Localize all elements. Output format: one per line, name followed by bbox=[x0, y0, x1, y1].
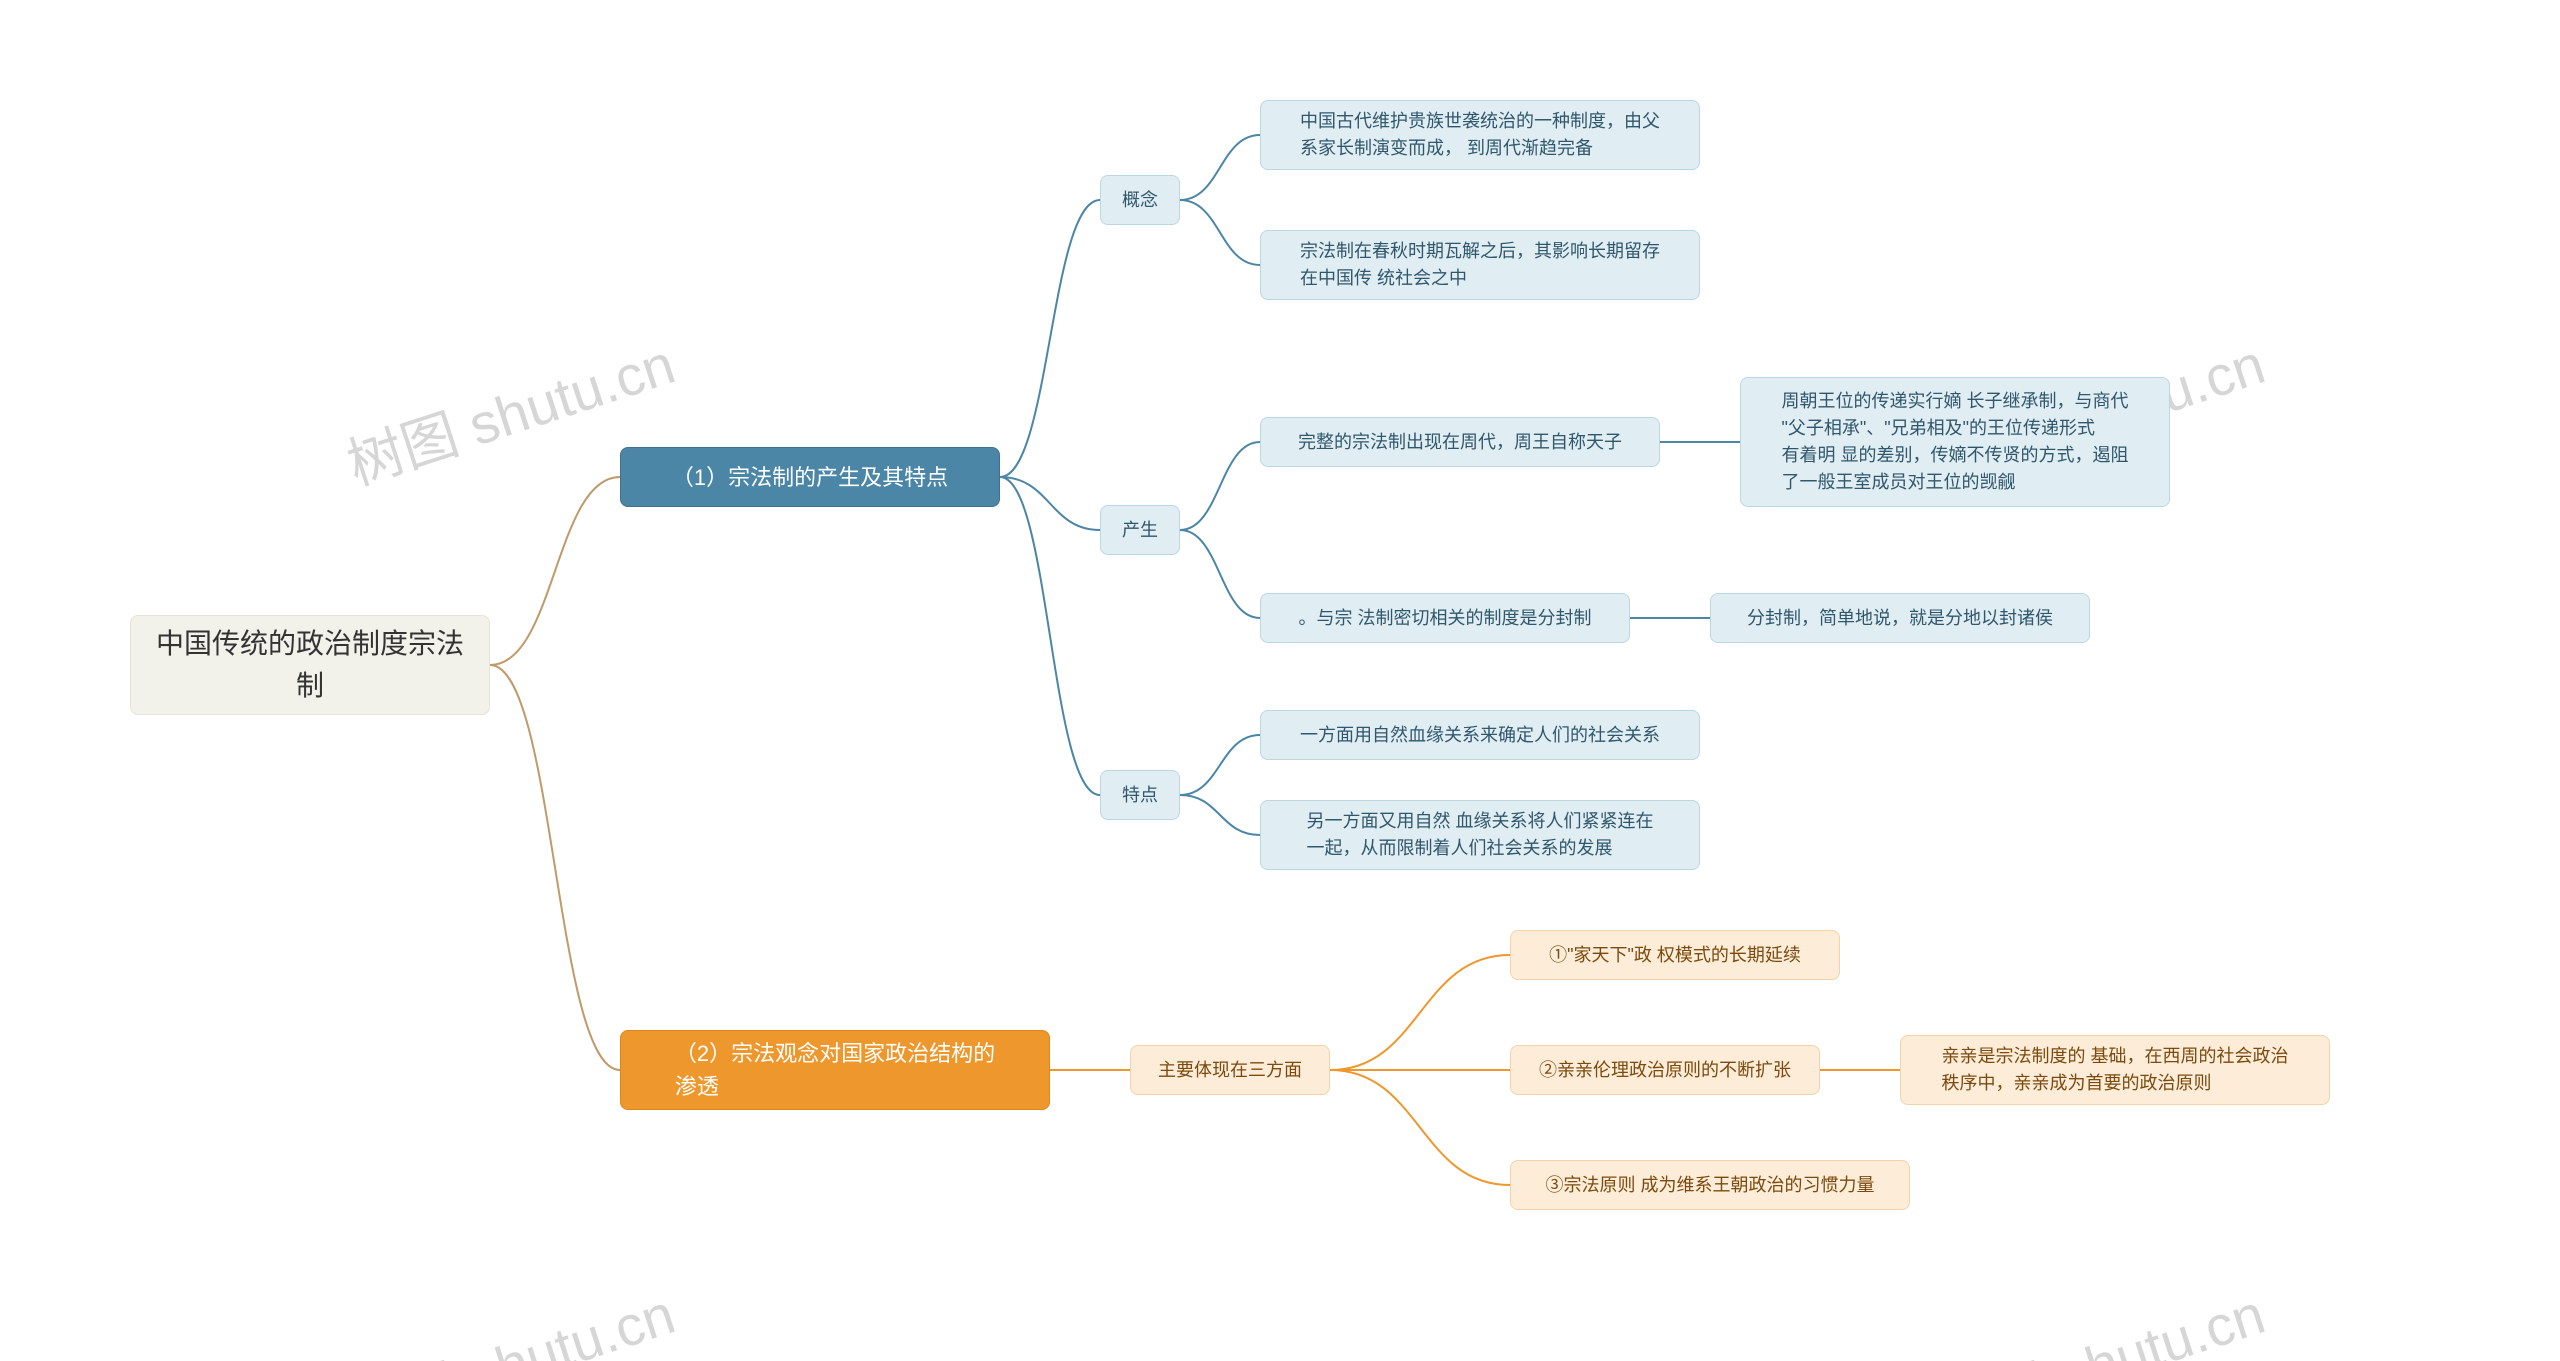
branch-1-origin[interactable]: 产生 bbox=[1100, 505, 1180, 555]
branch-2-aspects[interactable]: 主要体现在三方面 bbox=[1130, 1045, 1330, 1095]
branch-1-feature-leaf-2[interactable]: 另一方面又用自然 血缘关系将人们紧紧连在 一起，从而限制着人们社会关系的发展 bbox=[1260, 800, 1700, 870]
branch-1-concept-leaf-1[interactable]: 中国古代维护贵族世袭统治的一种制度，由父 系家长制演变而成， 到周代渐趋完备 bbox=[1260, 100, 1700, 170]
branch-1-concept[interactable]: 概念 bbox=[1100, 175, 1180, 225]
branch-2-leaf-3[interactable]: ③宗法原则 成为维系王朝政治的习惯力量 bbox=[1510, 1160, 1910, 1210]
branch-2-leaf-2a[interactable]: 亲亲是宗法制度的 基础，在西周的社会政治 秩序中，亲亲成为首要的政治原则 bbox=[1900, 1035, 2330, 1105]
branch-2[interactable]: （2）宗法观念对国家政治结构的 渗透 bbox=[620, 1030, 1050, 1110]
branch-2-leaf-2[interactable]: ②亲亲伦理政治原则的不断扩张 bbox=[1510, 1045, 1820, 1095]
watermark: 树图 shutu.cn bbox=[1926, 1270, 2274, 1361]
branch-1-feature[interactable]: 特点 bbox=[1100, 770, 1180, 820]
branch-2-leaf-1[interactable]: ①"家天下"政 权模式的长期延续 bbox=[1510, 930, 1840, 980]
mindmap-root[interactable]: 中国传统的政治制度宗法 制 bbox=[130, 615, 490, 715]
branch-1-concept-leaf-2[interactable]: 宗法制在春秋时期瓦解之后，其影响长期留存 在中国传 统社会之中 bbox=[1260, 230, 1700, 300]
watermark: 树图 shutu.cn bbox=[336, 1270, 684, 1361]
branch-1-feature-leaf-1[interactable]: 一方面用自然血缘关系来确定人们的社会关系 bbox=[1260, 710, 1700, 760]
branch-1-origin-leaf-2a[interactable]: 分封制，简单地说，就是分地以封诸侯 bbox=[1710, 593, 2090, 643]
branch-1-origin-leaf-2[interactable]: 。与宗 法制密切相关的制度是分封制 bbox=[1260, 593, 1630, 643]
branch-1[interactable]: （1）宗法制的产生及其特点 bbox=[620, 447, 1000, 507]
branch-1-origin-leaf-1a[interactable]: 周朝王位的传递实行嫡 长子继承制，与商代 "父子相承"、"兄弟相及"的王位传递形… bbox=[1740, 377, 2170, 507]
branch-1-origin-leaf-1[interactable]: 完整的宗法制出现在周代，周王自称天子 bbox=[1260, 417, 1660, 467]
